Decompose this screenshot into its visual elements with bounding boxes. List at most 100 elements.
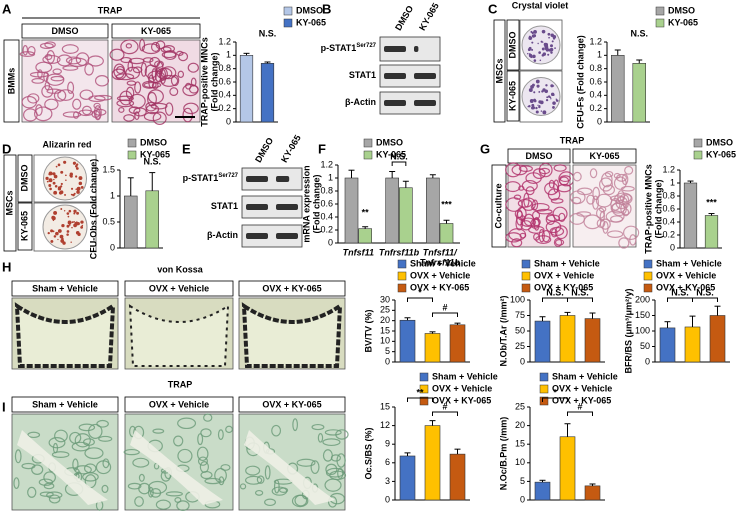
row-label: KY-065 [19,211,29,241]
micrograph-feature [93,102,101,109]
micrograph-feature [27,93,40,104]
micrograph-feature [533,233,540,241]
micrograph-feature [530,202,550,212]
colony [554,47,556,49]
y-tick-label: 100 [635,325,650,335]
colony [75,188,77,190]
colony [54,184,58,188]
micrograph-feature [120,56,132,64]
colony [75,167,79,170]
bar [449,453,466,501]
y-tick-label: 1.5 [102,164,115,174]
micrograph-feature [517,198,533,208]
y-tick-label: 0.4 [218,90,231,100]
bar [632,63,646,123]
micrograph-feature [559,175,571,183]
colony [70,187,74,190]
column-label: DMSO [52,26,79,36]
micrograph-feature [256,475,265,484]
y-axis-label: BV/TV (%) [363,309,373,352]
colony [535,106,538,110]
annotation: *** [441,199,452,209]
micrograph-feature [317,433,324,443]
micrograph-feature [75,52,90,67]
micrograph-feature [79,89,94,100]
y-tick-label: 15 [515,439,525,449]
colony [46,180,49,183]
annotation: N.S. [571,287,589,297]
legend-swatch [693,138,703,148]
micrograph-feature [72,111,80,119]
micrograph-feature [538,162,553,178]
panel-letter: B [322,1,331,16]
y-tick-label: 0 [385,494,390,504]
header-box [572,148,637,164]
annotation: *** [706,197,717,207]
colony [80,220,84,224]
blot-label-sup: Ser727 [356,43,376,49]
blot-band [246,176,268,182]
bone-outline [241,302,343,368]
y-tick-label: 1.2 [589,36,602,46]
micrograph-feature [239,483,247,490]
y-tick-label: 25 [380,305,390,315]
colony [527,52,529,55]
legend-swatch [419,372,429,382]
micrograph-feature [54,429,68,443]
blot-label-text: p-STAT1 [183,173,219,183]
column-label: Sham + Vehicle [32,399,98,409]
micrograph-feature [138,473,145,482]
y-tick-label: 0.8 [320,185,333,195]
micrograph-feature [29,71,50,78]
micrograph-feature [43,471,56,484]
annotation: N.S. [259,28,277,38]
micrograph-feature [31,464,44,475]
colony [81,224,84,227]
blot-band [414,73,436,79]
significance-bracket [667,297,693,302]
micrograph-feature [71,441,90,452]
annotation: N.S. [143,156,161,166]
bar [260,63,275,123]
y-tick-label: 0.6 [589,76,602,86]
micrograph-feature [324,429,342,436]
panel-letter: I [2,399,6,414]
micrograph-feature [74,465,92,475]
micrograph-feature [143,111,162,122]
colony [60,208,63,210]
micrograph-feature [123,114,135,122]
annotation: ** [362,207,370,217]
micrograph-feature [520,217,537,228]
legend-swatch [539,384,549,394]
micrograph-feature [74,433,91,448]
y-tick-label: 1 [670,177,675,187]
legend-swatch [655,6,665,16]
micrograph-feature [553,164,567,172]
bar [145,190,160,249]
header-box [11,396,119,413]
colony [65,174,67,177]
micrograph-feature [155,499,171,510]
micrograph-feature [518,185,525,191]
colony [545,98,549,102]
micrograph-feature [545,220,562,234]
y-tick-label: 0.4 [320,211,333,221]
bar [439,223,454,244]
micrograph-feature [200,470,213,480]
colony [71,226,73,229]
colony [57,229,62,233]
x-tick-label: Tnfrsf11b [379,247,420,257]
header-box [238,280,346,297]
y-tick-label: 5 [385,346,390,356]
colony [60,170,64,174]
micrograph-feature [176,500,190,512]
y-tick-label: 1 [110,190,115,200]
colony [66,230,70,233]
blot [379,91,441,115]
y-tick-label: 25 [515,401,525,411]
legend-label: OVX + KY-065 [552,395,611,405]
blot-label-text: β-Actin [345,97,376,107]
micrograph-feature [46,50,56,64]
bar [124,195,138,249]
micrograph-feature [152,111,167,125]
